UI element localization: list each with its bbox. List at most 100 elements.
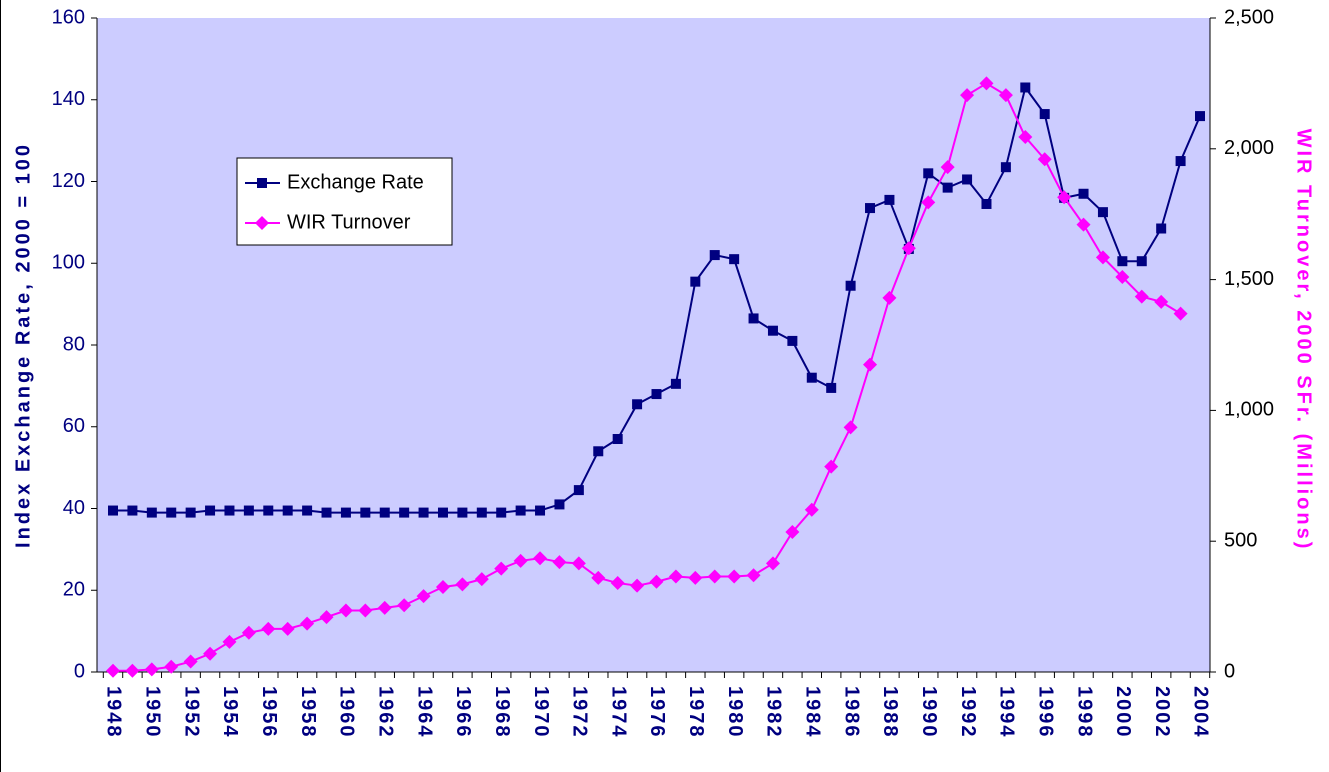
data-point [1117,256,1128,267]
y2-tick-label: 0 [1224,660,1235,682]
data-point [1175,156,1186,167]
data-point [882,290,897,305]
data-point [962,174,973,185]
data-point [515,505,526,516]
data-point [998,88,1013,103]
data-point [241,625,256,640]
data-point [863,357,878,372]
y-tick-label: 60 [63,415,85,437]
data-point [1057,190,1072,205]
data-point [494,561,509,576]
data-point [1078,188,1089,199]
data-point [1115,269,1130,284]
x-tick-label: 1952 [180,686,202,739]
data-point [224,505,235,516]
data-point [649,574,664,589]
x-tick-label: 1986 [840,686,862,739]
y2-tick-label: 1,500 [1224,268,1274,290]
data-point [727,569,742,584]
data-point [1134,289,1149,304]
y-tick-label: 0 [74,660,85,682]
y2-tick-label: 500 [1224,529,1257,551]
y2-axis-label: WIR Turnover, 2000 SFr. (Millions) [1293,129,1315,552]
data-point [901,241,916,256]
data-point [166,507,177,518]
data-point [1156,223,1167,234]
data-point [340,507,351,518]
data-point [1095,250,1110,265]
data-point [319,610,334,625]
x-tick-label: 1994 [996,686,1018,738]
y-tick-label: 80 [63,333,85,355]
data-point [940,160,955,175]
x-tick-label: 1974 [607,686,629,739]
data-point [144,662,159,677]
x-tick-label: 1990 [918,686,940,739]
legend-marker [257,178,267,188]
data-point [707,569,722,584]
data-point [457,507,468,518]
x-tick-label: 1964 [413,686,435,739]
data-point [280,621,295,636]
data-point [474,572,489,587]
data-point [416,589,431,604]
data-point [610,576,625,591]
data-point [437,507,448,518]
y-tick-label: 20 [63,579,85,601]
data-point [651,389,662,400]
data-point [921,195,936,210]
y-tick-label: 120 [52,170,85,192]
x-tick-label: 1998 [1073,686,1095,739]
data-point [185,507,196,518]
x-tick-label: 1950 [142,686,164,739]
data-point [923,168,934,179]
data-point [1020,82,1031,93]
y-tick-label: 40 [63,497,85,519]
data-point [1076,217,1091,232]
data-point [418,507,429,518]
x-tick-label: 1962 [374,686,396,739]
data-point [1097,207,1108,218]
data-point [1136,256,1147,267]
x-tick-label: 1976 [646,686,668,739]
data-point [455,577,470,592]
data-point [960,88,975,103]
data-point [709,250,720,261]
data-point [826,382,837,393]
x-tick-label: 1970 [530,686,552,739]
data-point [164,659,179,674]
x-tick-label: 2002 [1151,686,1173,739]
data-point [106,663,120,678]
data-point [205,505,216,516]
x-tick-label: 1978 [685,686,707,739]
data-point [593,446,604,457]
data-point [845,280,856,291]
data-point [765,556,780,571]
data-point [571,556,586,571]
plot-area [97,18,1210,672]
data-point [533,551,548,566]
data-point [767,325,778,336]
data-point [804,502,819,517]
data-point [222,634,237,649]
y-tick-label: 160 [52,6,85,28]
data-point [670,378,681,389]
data-point [591,570,606,585]
x-tick-label: 1988 [879,686,901,739]
legend-label: WIR Turnover [287,211,411,233]
data-point [358,603,373,618]
x-tick-label: 1966 [452,686,474,739]
x-tick-label: 2004 [1190,686,1212,739]
y-axis-label: Index Exchange Rate, 2000 = 100 [12,142,34,548]
data-point [884,194,895,205]
x-tick-label: 1980 [724,686,746,739]
legend-label: Exchange Rate [287,171,424,193]
data-point [748,313,759,324]
data-point [746,568,761,583]
data-point [785,525,800,540]
data-point [399,507,410,518]
x-tick-label: 1982 [763,686,785,739]
data-point [243,505,254,516]
x-tick-label: 1984 [802,686,824,739]
data-point [729,254,740,265]
